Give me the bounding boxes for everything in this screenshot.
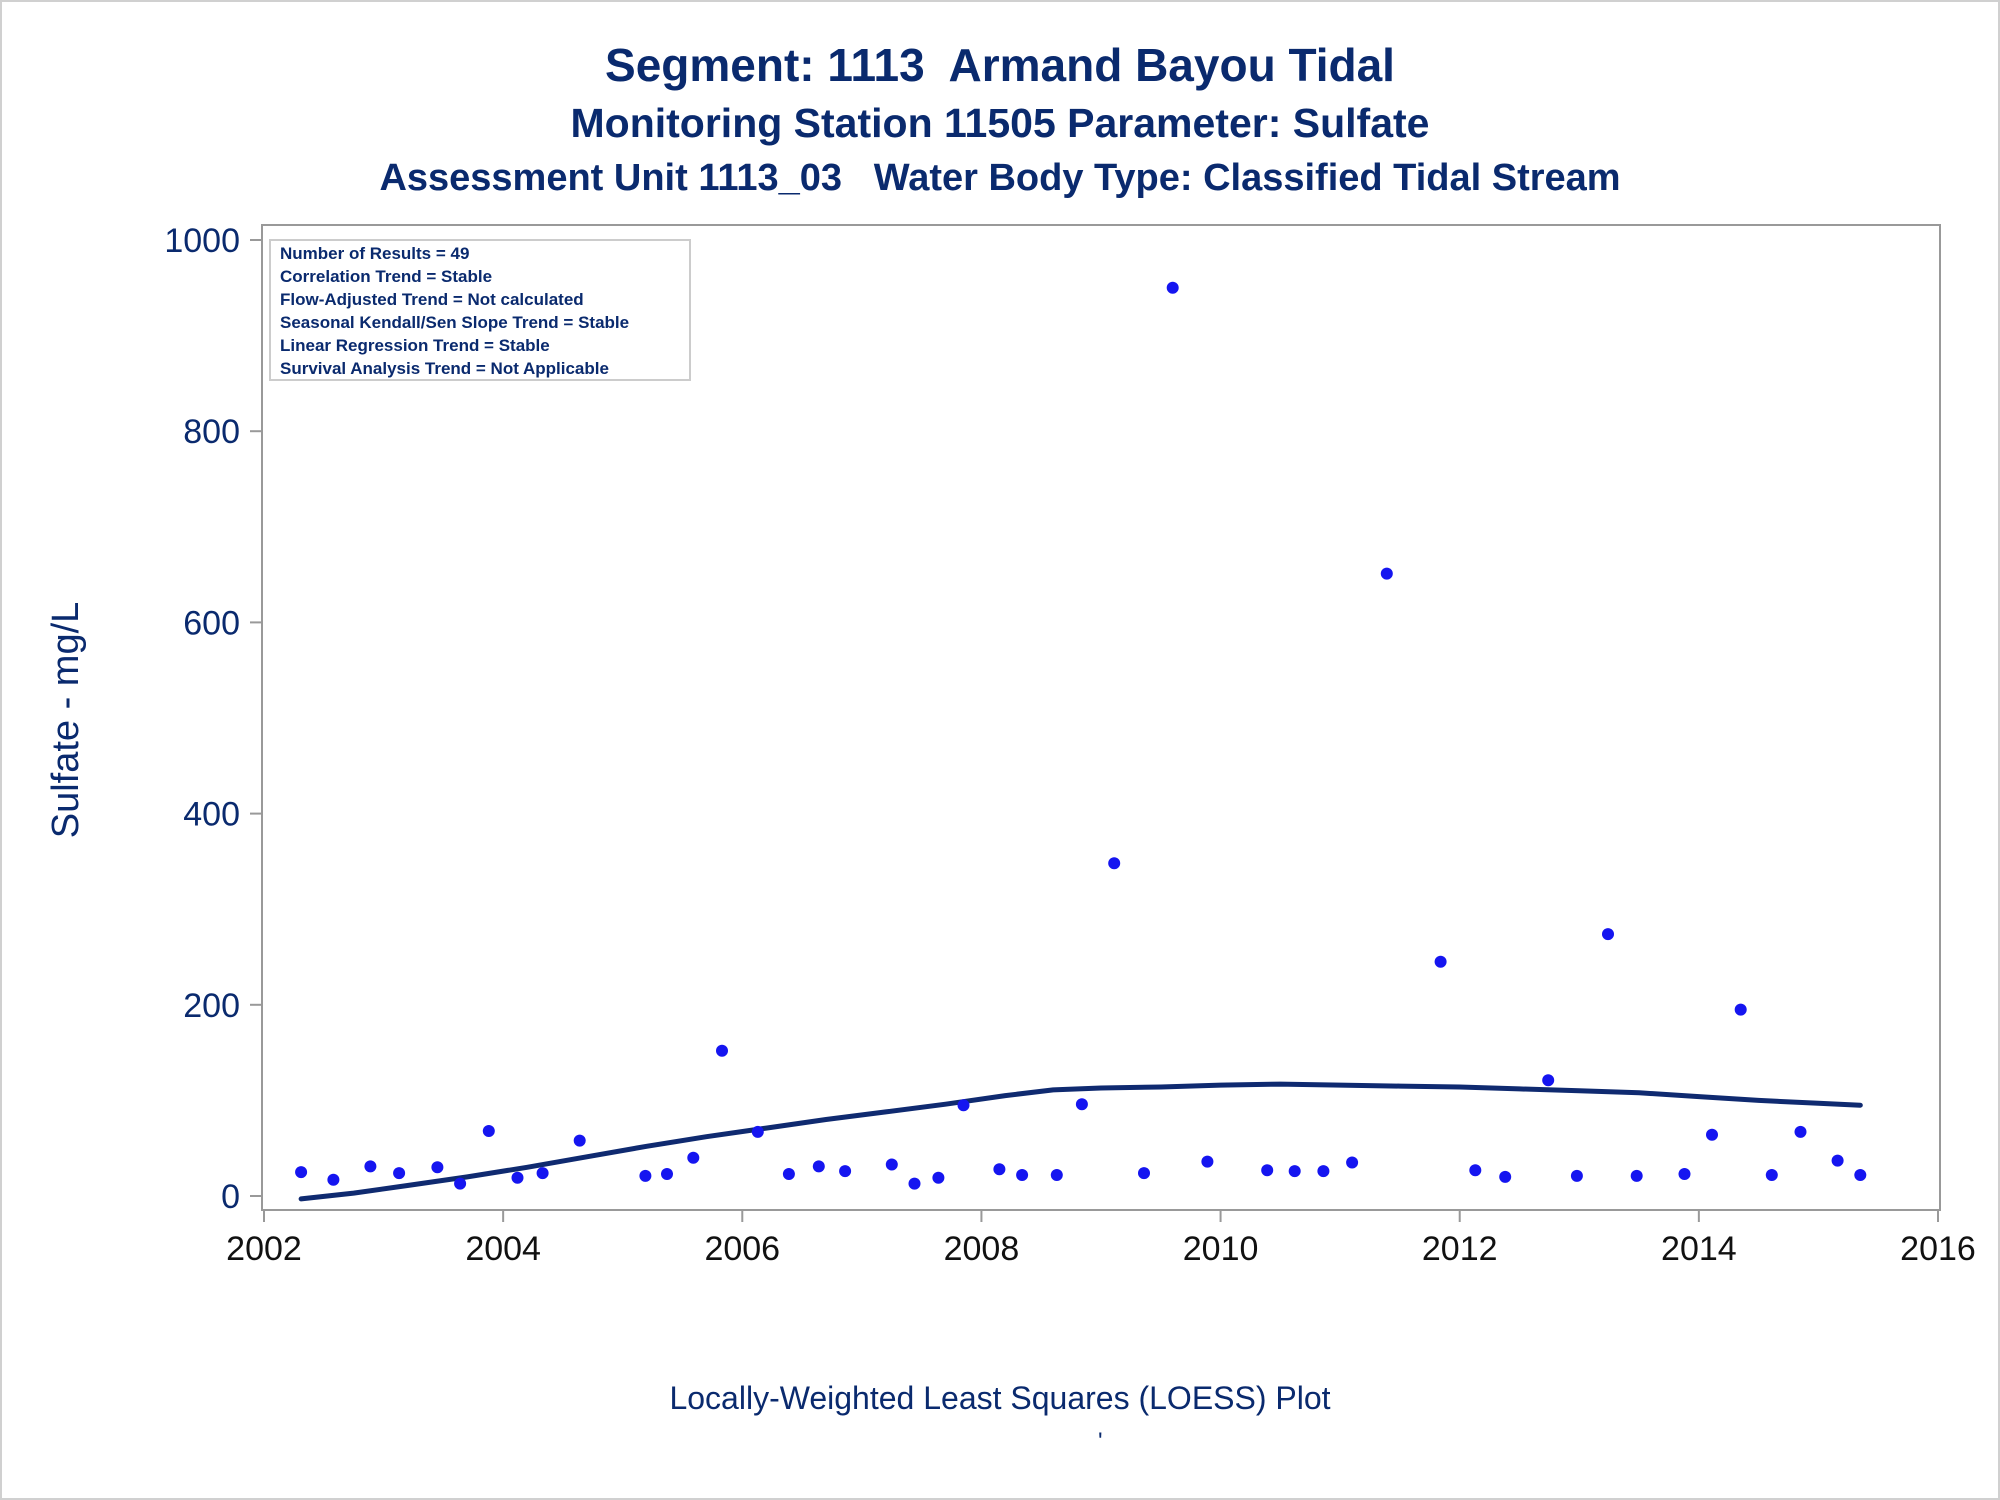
x-tick-label: 2012 [1422, 1230, 1498, 1268]
data-point [364, 1160, 377, 1173]
chart-subtitle-2: Assessment Unit 1113_03 Water Body Type:… [379, 157, 1621, 199]
chart-subtitle: Monitoring Station 11505 Parameter: Sulf… [570, 100, 1430, 146]
stats-box-border [269, 239, 691, 381]
data-point [639, 1169, 652, 1182]
data-point [885, 1158, 898, 1171]
x-tick-label: 2008 [944, 1230, 1020, 1268]
data-point [1831, 1154, 1844, 1167]
y-tick-label: 400 [183, 796, 240, 834]
data-point [716, 1044, 728, 1057]
x-tick-label: 2004 [465, 1230, 541, 1268]
data-point [511, 1171, 524, 1184]
data-point [839, 1165, 852, 1178]
stats-line: Flow-Adjusted Trend = Not calculated [280, 290, 584, 309]
data-point [932, 1171, 945, 1184]
x-tick-label: 2014 [1661, 1230, 1737, 1268]
data-point [1542, 1074, 1555, 1087]
loess-layer [298, 1081, 1863, 1202]
data-point [1706, 1128, 1718, 1141]
axes: 0 200 400 600 800 1000 2002 2004 2006 2008 2010 201… [45, 222, 1976, 1268]
data-point [812, 1160, 825, 1173]
footnote: Locally-Weighted Least Squares (LOESS) P… [669, 1380, 1331, 1416]
data-point [908, 1177, 921, 1190]
y-tick-label: 1000 [164, 222, 240, 260]
plot-border [261, 224, 1941, 1211]
loess-line [298, 1081, 1863, 1202]
data-point [1288, 1165, 1301, 1178]
data-point [1734, 1003, 1747, 1016]
data-point [1050, 1169, 1063, 1181]
stats-line: Survival Analysis Trend = Not Applicable [280, 359, 609, 378]
chart-title: Segment: 1113 Armand Bayou Tidal [605, 39, 1395, 91]
stats-line: Seasonal Kendall/Sen Slope Trend = Stabl… [280, 313, 629, 332]
y-tick-label: 600 [183, 604, 240, 642]
data-point [1630, 1169, 1643, 1182]
data-point [661, 1168, 673, 1180]
data-point [1380, 567, 1393, 580]
y-tick-label: 800 [183, 413, 240, 451]
data-point [1261, 1164, 1274, 1177]
y-tick-label: 0 [221, 1178, 240, 1216]
data-point [1434, 955, 1447, 968]
data-point [782, 1168, 795, 1180]
data-point [993, 1163, 1006, 1176]
y-axis-label: Sulfate - mg/L [45, 602, 87, 839]
x-tick-label: 2010 [1183, 1230, 1259, 1268]
data-point [1469, 1164, 1482, 1177]
x-tick-label: 2002 [226, 1230, 302, 1268]
data-point [1317, 1165, 1330, 1178]
data-point [573, 1134, 586, 1147]
data-point [1166, 281, 1179, 294]
data-point [536, 1167, 549, 1180]
data-point [1499, 1170, 1512, 1183]
data-point [1570, 1169, 1583, 1182]
data-point [295, 1166, 308, 1179]
data-point [393, 1167, 406, 1180]
stats-line: Number of Results = 49 [280, 244, 469, 263]
footnote-mark: ' [1098, 1428, 1103, 1455]
data-point [482, 1125, 495, 1137]
data-point [1108, 857, 1121, 870]
data-point [687, 1151, 700, 1164]
data-point [1602, 928, 1614, 941]
data-point [1794, 1125, 1807, 1138]
data-point [1765, 1169, 1778, 1181]
data-point [454, 1177, 467, 1190]
data-point [751, 1125, 764, 1138]
data-point [1346, 1156, 1359, 1169]
data-point [957, 1099, 970, 1112]
data-point [1075, 1098, 1088, 1111]
data-point [1201, 1155, 1214, 1168]
data-point [1678, 1168, 1691, 1180]
data-point [1854, 1169, 1867, 1181]
points-layer [295, 281, 1867, 1190]
y-tick-label: 200 [183, 987, 240, 1025]
data-point [431, 1161, 444, 1174]
stats-line: Linear Regression Trend = Stable [280, 336, 550, 355]
x-tick-label: 2016 [1900, 1230, 1976, 1268]
data-point [1016, 1169, 1029, 1181]
data-point [327, 1173, 340, 1186]
data-point [1138, 1167, 1150, 1180]
stats-box: Number of Results = 49 Correlation Trend … [269, 239, 691, 381]
x-tick-label: 2006 [704, 1230, 780, 1268]
stats-line: Correlation Trend = Stable [280, 267, 492, 286]
plot-area [261, 224, 1941, 1211]
